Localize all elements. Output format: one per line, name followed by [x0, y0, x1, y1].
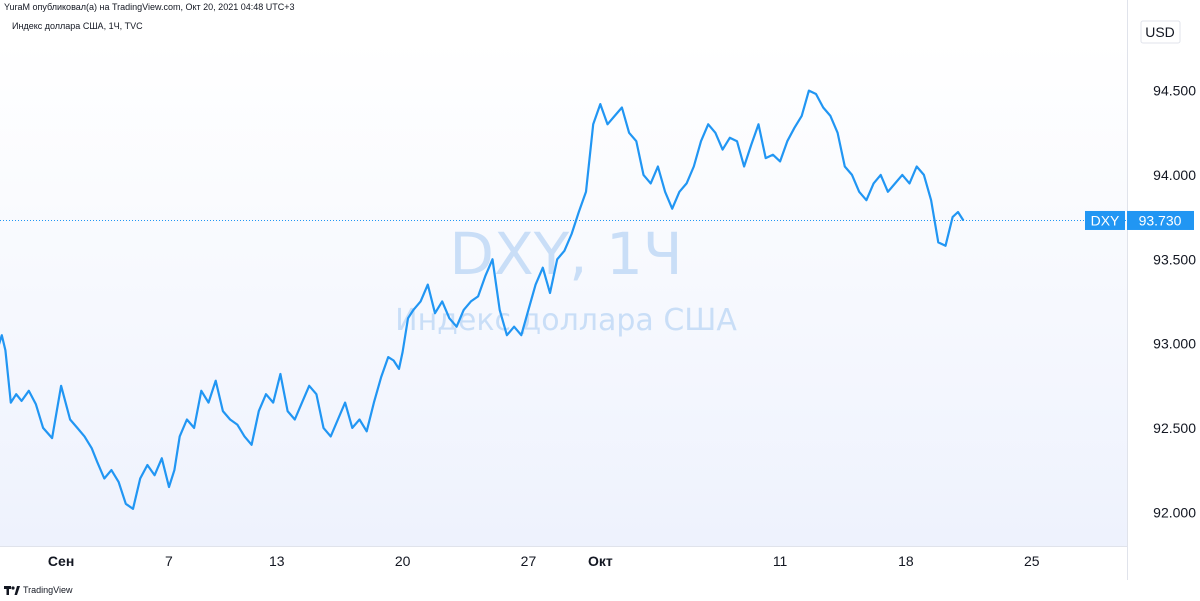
price-badge: DXY 93.730: [1085, 210, 1194, 230]
price-tick-label: 93.500: [1153, 251, 1196, 267]
tradingview-logo-icon: [4, 585, 20, 595]
price-tick-label: 92.000: [1153, 504, 1196, 520]
time-tick-label: 27: [521, 553, 537, 569]
footer-brand: TradingView: [23, 585, 73, 595]
badge-symbol: DXY: [1091, 212, 1120, 228]
time-tick-label: 7: [165, 553, 173, 569]
currency-label-box[interactable]: [1140, 20, 1181, 44]
badge-symbol-bg: [1085, 210, 1125, 230]
price-tick-label: 94.500: [1153, 83, 1196, 99]
time-tick-label: 20: [395, 553, 411, 569]
price-scale-panel: [1127, 0, 1200, 580]
badge-value: 93.730: [1139, 212, 1182, 228]
dxy-price-line: [0, 89, 965, 510]
time-tick-label: 25: [1024, 553, 1040, 569]
price-tick-label: 93.000: [1153, 336, 1196, 352]
time-tick-label: Окт: [588, 553, 613, 569]
time-tick-label: 13: [269, 553, 285, 569]
time-tick-label: 18: [898, 553, 914, 569]
time-tick-label: 11: [773, 553, 788, 569]
price-axis[interactable]: 94.500 94.000 93.500 93.000 92.500 92.000: [1153, 83, 1196, 521]
time-tick-label: Сен: [48, 553, 74, 569]
watermark-description: Индекс доллара США: [395, 303, 737, 338]
time-scale-panel: [0, 546, 1127, 580]
price-tick-label: 94.000: [1153, 167, 1196, 183]
badge-value-bg: [1127, 210, 1194, 230]
publisher-header: YuraM опубликовал(а) на TradingView.com,…: [4, 2, 295, 12]
time-axis[interactable]: Сен 7 13 20 27 Окт 11 18 25: [48, 553, 1040, 569]
currency-label: USD: [1145, 24, 1175, 40]
footer: TradingView: [4, 583, 73, 597]
chart-subtitle: Индекс доллара США, 1Ч, TVC: [12, 21, 143, 31]
price-tick-label: 92.500: [1153, 420, 1196, 436]
watermark-symbol: DXY, 1Ч: [449, 220, 682, 288]
plot-background: [0, 40, 1127, 546]
